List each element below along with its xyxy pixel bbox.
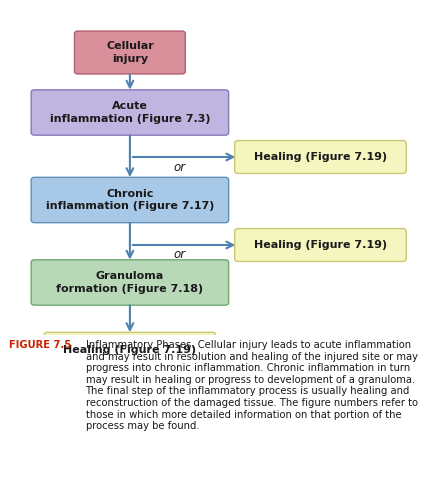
Text: Acute
inflammation (Figure 7.3): Acute inflammation (Figure 7.3)	[50, 102, 210, 124]
FancyBboxPatch shape	[235, 228, 406, 262]
FancyBboxPatch shape	[44, 332, 216, 368]
Text: Granuloma
formation (Figure 7.18): Granuloma formation (Figure 7.18)	[56, 272, 204, 293]
FancyBboxPatch shape	[31, 260, 229, 305]
Text: Cellular
injury: Cellular injury	[106, 42, 154, 64]
Text: Healing (Figure 7.19): Healing (Figure 7.19)	[63, 345, 197, 355]
Text: Healing (Figure 7.19): Healing (Figure 7.19)	[254, 152, 387, 162]
Text: or: or	[174, 248, 186, 262]
FancyBboxPatch shape	[235, 140, 406, 173]
Text: Healing (Figure 7.19): Healing (Figure 7.19)	[254, 240, 387, 250]
Text: or: or	[174, 161, 186, 174]
Text: FIGURE 7.5: FIGURE 7.5	[9, 340, 71, 350]
FancyBboxPatch shape	[31, 90, 229, 135]
FancyBboxPatch shape	[74, 31, 185, 74]
Text: Inflammatory Phases. Cellular injury leads to acute inflammation and may result : Inflammatory Phases. Cellular injury lea…	[86, 340, 417, 431]
Text: Chronic
inflammation (Figure 7.17): Chronic inflammation (Figure 7.17)	[46, 189, 214, 211]
FancyBboxPatch shape	[31, 178, 229, 222]
